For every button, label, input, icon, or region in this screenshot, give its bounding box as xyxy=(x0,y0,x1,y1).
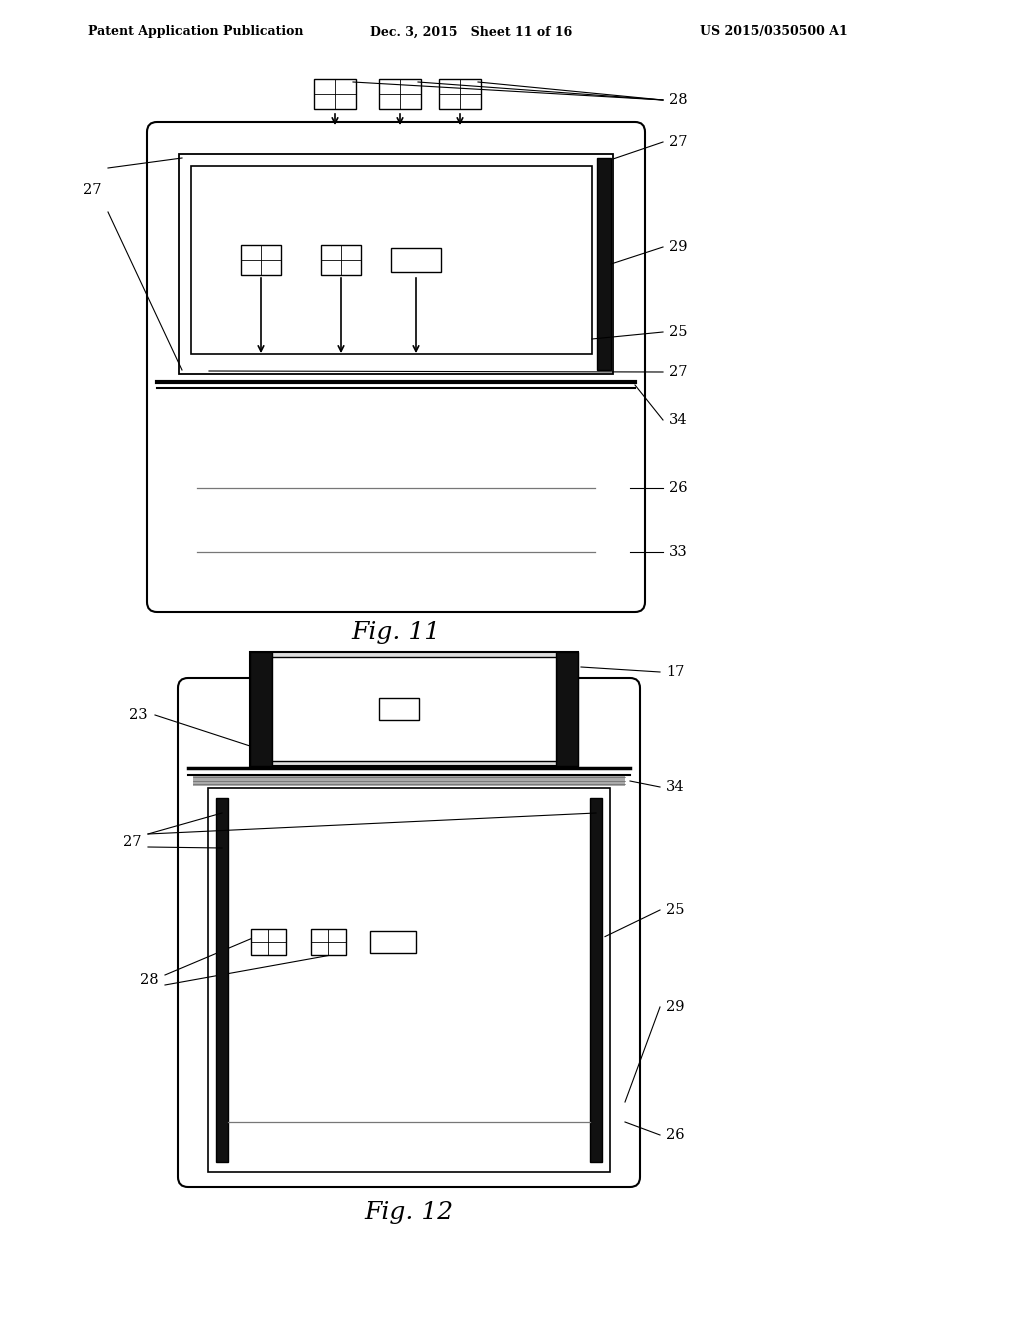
Text: 33: 33 xyxy=(669,545,688,558)
Bar xyxy=(216,799,228,1162)
Bar xyxy=(314,79,356,110)
Bar xyxy=(193,775,625,785)
Text: 26: 26 xyxy=(669,480,688,495)
FancyBboxPatch shape xyxy=(147,121,645,612)
Text: Fig. 12: Fig. 12 xyxy=(365,1200,454,1224)
Bar xyxy=(321,246,361,275)
Text: 29: 29 xyxy=(666,1001,684,1014)
Bar xyxy=(310,928,345,954)
Text: 29: 29 xyxy=(669,240,687,253)
Bar xyxy=(241,246,281,275)
Bar xyxy=(272,657,556,762)
Bar xyxy=(208,788,610,1172)
Bar xyxy=(370,931,416,953)
Bar xyxy=(250,652,272,766)
Text: 27: 27 xyxy=(124,836,142,849)
Text: 27: 27 xyxy=(84,183,102,197)
Text: 25: 25 xyxy=(669,325,687,339)
Text: 25: 25 xyxy=(666,903,684,917)
Text: US 2015/0350500 A1: US 2015/0350500 A1 xyxy=(700,25,848,38)
Bar xyxy=(556,652,578,766)
Bar xyxy=(250,652,578,766)
Text: 27: 27 xyxy=(669,366,687,379)
Bar xyxy=(590,799,602,1162)
FancyBboxPatch shape xyxy=(178,678,640,1187)
Text: Patent Application Publication: Patent Application Publication xyxy=(88,25,303,38)
Bar xyxy=(391,248,441,272)
Bar xyxy=(597,158,611,370)
Text: 28: 28 xyxy=(140,973,159,987)
Text: 34: 34 xyxy=(666,780,685,795)
Text: Dec. 3, 2015   Sheet 11 of 16: Dec. 3, 2015 Sheet 11 of 16 xyxy=(370,25,572,38)
Text: 27: 27 xyxy=(669,135,687,149)
Text: 26: 26 xyxy=(666,1129,685,1142)
Bar xyxy=(379,698,419,719)
Text: 34: 34 xyxy=(669,413,688,426)
Text: Fig. 11: Fig. 11 xyxy=(351,620,440,644)
Bar xyxy=(250,652,578,766)
Text: 23: 23 xyxy=(129,708,148,722)
Bar xyxy=(379,79,421,110)
Bar xyxy=(439,79,481,110)
Bar xyxy=(191,166,592,354)
Bar xyxy=(251,928,286,954)
Text: 28: 28 xyxy=(669,92,688,107)
Bar xyxy=(179,154,613,374)
Text: 17: 17 xyxy=(666,665,684,678)
